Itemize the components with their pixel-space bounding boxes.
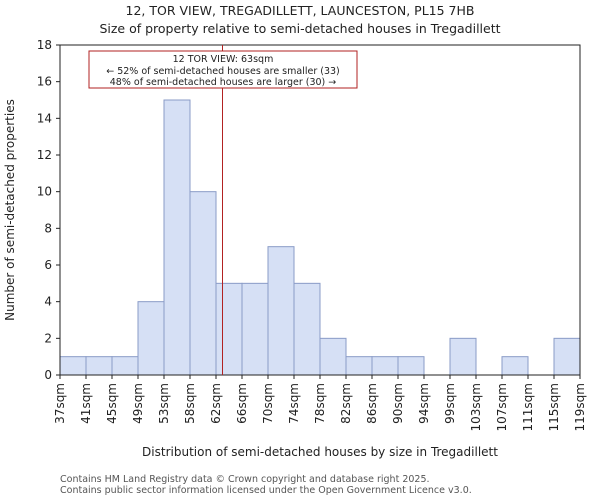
bars-group (59, 99, 581, 376)
x-tick-label: 99sqm (443, 383, 457, 424)
x-tick-label: 37sqm (53, 383, 67, 424)
x-axis: 37sqm 41sqm 45sqm 49sqm 53sqm 58sqm 62sqm 66sqm… (53, 375, 587, 431)
x-tick-label: 119sqm (573, 383, 587, 431)
bar-78sqm (319, 337, 347, 376)
y-tick-label: 4 (44, 295, 52, 309)
x-tick-label: 78sqm (313, 383, 327, 424)
x-tick-label: 45sqm (105, 383, 119, 424)
annotation-line-1: 12 TOR VIEW: 63sqm (173, 54, 274, 65)
y-tick-label: 12 (37, 148, 52, 162)
annotation-line-2: ← 52% of semi-detached houses are smalle… (106, 66, 340, 77)
bar-62sqm (215, 282, 243, 376)
x-tick-label: 49sqm (131, 383, 145, 424)
y-tick-label: 0 (44, 368, 52, 382)
bar-86sqm (371, 356, 399, 376)
y-axis-label: Number of semi-detached properties (3, 99, 17, 321)
annotation-rect (88, 50, 358, 89)
x-tick-label: 58sqm (183, 383, 197, 424)
bar-41sqm (85, 356, 113, 376)
plot-frame (59, 44, 581, 376)
x-tick-label: 94sqm (417, 383, 431, 424)
annotation-box: 12 TOR VIEW: 63sqm ← 52% of semi-detache… (88, 50, 358, 89)
y-tick-label: 6 (44, 258, 52, 272)
x-tick-label: 107sqm (495, 383, 509, 431)
bar-115sqm (553, 337, 581, 376)
bar-58sqm (189, 191, 217, 376)
y-tick-label: 10 (37, 185, 52, 199)
x-tick-label: 115sqm (547, 383, 561, 431)
annotation-line-3: 48% of semi-detached houses are larger (… (110, 77, 337, 88)
footer-licence: Contains public sector information licen… (60, 485, 472, 496)
x-tick-label: 70sqm (261, 383, 275, 424)
bar-74sqm (293, 282, 321, 376)
y-tick-label: 16 (37, 75, 52, 89)
chart-title: 12, TOR VIEW, TREGADILLETT, LAUNCESTON, … (125, 3, 475, 18)
y-tick-label: 14 (37, 111, 52, 125)
y-axis: 0 2 4 6 8 10 12 14 16 18 (37, 38, 60, 382)
x-tick-label: 90sqm (391, 383, 405, 424)
bar-90sqm (397, 356, 425, 376)
x-tick-label: 53sqm (157, 383, 171, 424)
x-tick-label: 82sqm (339, 383, 353, 424)
x-tick-label: 74sqm (287, 383, 301, 424)
x-tick-label: 62sqm (209, 383, 223, 424)
x-tick-label: 103sqm (469, 383, 483, 431)
bar-49sqm (137, 301, 165, 376)
bar-45sqm (111, 356, 139, 376)
chart-subtitle: Size of property relative to semi-detach… (99, 21, 501, 36)
bar-66sqm (241, 282, 269, 376)
x-tick-label: 111sqm (521, 383, 535, 431)
x-tick-label: 41sqm (79, 383, 93, 424)
bar-37sqm (59, 356, 87, 376)
x-tick-label: 66sqm (235, 383, 249, 424)
footer-copyright: Contains HM Land Registry data © Crown c… (60, 474, 430, 485)
bar-99sqm (449, 337, 477, 376)
bar-107sqm (501, 356, 529, 376)
x-axis-label: Distribution of semi-detached houses by … (142, 445, 498, 459)
bar-53sqm (163, 99, 191, 376)
x-tick-label: 86sqm (365, 383, 379, 424)
y-tick-label: 8 (44, 221, 52, 235)
y-tick-label: 2 (44, 331, 52, 345)
y-tick-label: 18 (37, 38, 52, 52)
bar-70sqm (267, 246, 295, 376)
bar-82sqm (345, 356, 373, 376)
